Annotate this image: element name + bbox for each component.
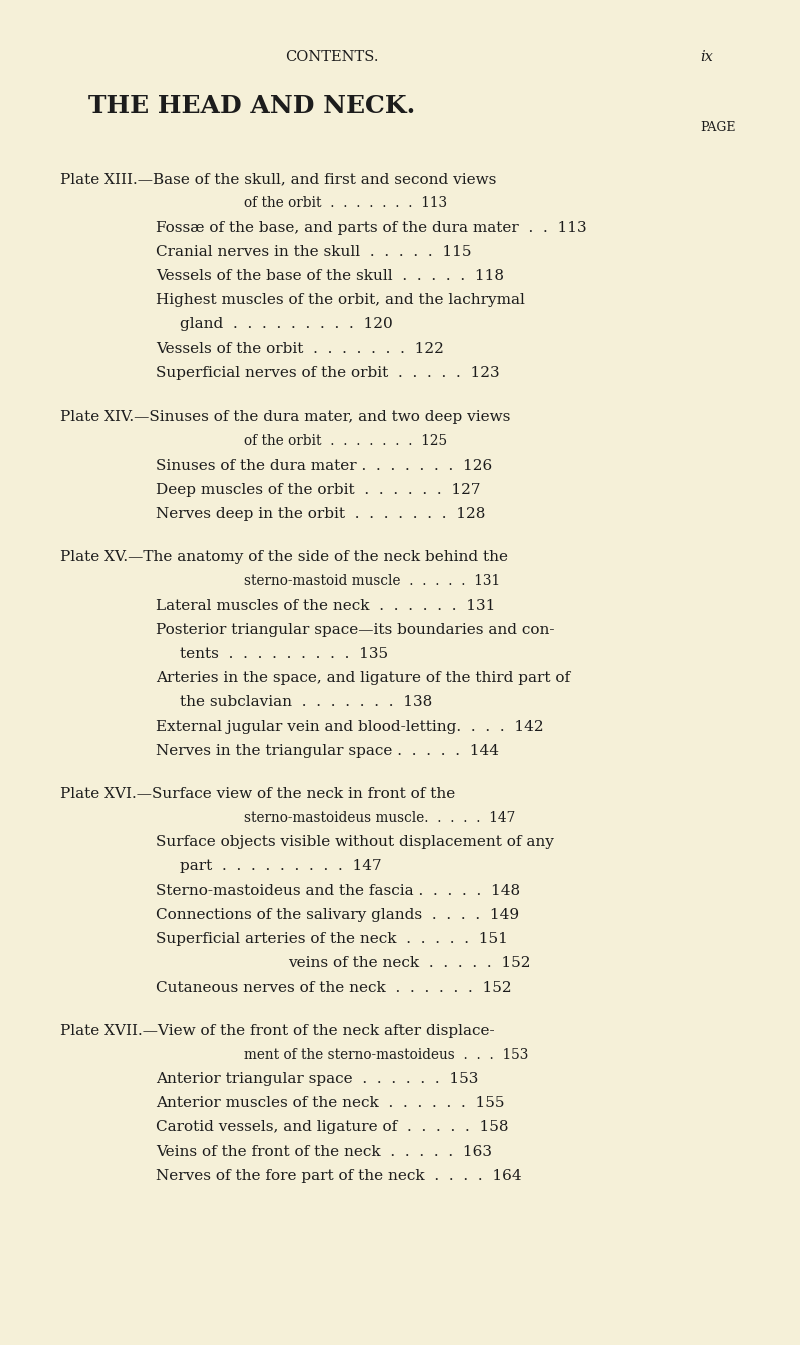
Text: Plate XV.—The anatomy of the side of the neck behind the: Plate XV.—The anatomy of the side of the… bbox=[60, 550, 508, 564]
Text: CONTENTS.: CONTENTS. bbox=[286, 50, 378, 63]
Text: Deep muscles of the orbit  .  .  .  .  .  .  127: Deep muscles of the orbit . . . . . . 12… bbox=[156, 483, 481, 496]
Text: sterno-mastoideus muscle.  .  .  .  .  147: sterno-mastoideus muscle. . . . . 147 bbox=[244, 811, 515, 824]
Text: Fossæ of the base, and parts of the dura mater  .  .  113: Fossæ of the base, and parts of the dura… bbox=[156, 221, 586, 234]
Text: Arteries in the space, and ligature of the third part of: Arteries in the space, and ligature of t… bbox=[156, 671, 570, 685]
Text: veins of the neck  .  .  .  .  .  152: veins of the neck . . . . . 152 bbox=[288, 956, 530, 970]
Text: Lateral muscles of the neck  .  .  .  .  .  .  131: Lateral muscles of the neck . . . . . . … bbox=[156, 599, 495, 612]
Text: ment of the sterno-mastoideus  .  .  .  153: ment of the sterno-mastoideus . . . 153 bbox=[244, 1048, 528, 1061]
Text: Carotid vessels, and ligature of  .  .  .  .  .  158: Carotid vessels, and ligature of . . . .… bbox=[156, 1120, 509, 1134]
Text: Nerves in the triangular space .  .  .  .  .  144: Nerves in the triangular space . . . . .… bbox=[156, 744, 499, 757]
Text: Sinuses of the dura mater .  .  .  .  .  .  .  126: Sinuses of the dura mater . . . . . . . … bbox=[156, 459, 492, 472]
Text: Posterior triangular space—its boundaries and con-: Posterior triangular space—its boundarie… bbox=[156, 623, 554, 636]
Text: Anterior muscles of the neck  .  .  .  .  .  .  155: Anterior muscles of the neck . . . . . .… bbox=[156, 1096, 505, 1110]
Text: Plate XIII.—Base of the skull, and first and second views: Plate XIII.—Base of the skull, and first… bbox=[60, 172, 496, 186]
Text: of the orbit  .  .  .  .  .  .  .  113: of the orbit . . . . . . . 113 bbox=[244, 196, 447, 210]
Text: Superficial nerves of the orbit  .  .  .  .  .  123: Superficial nerves of the orbit . . . . … bbox=[156, 366, 500, 379]
Text: Vessels of the base of the skull  .  .  .  .  .  118: Vessels of the base of the skull . . . .… bbox=[156, 269, 504, 282]
Text: Nerves of the fore part of the neck  .  .  .  .  164: Nerves of the fore part of the neck . . … bbox=[156, 1169, 522, 1182]
Text: of the orbit  .  .  .  .  .  .  .  125: of the orbit . . . . . . . 125 bbox=[244, 434, 447, 448]
Text: THE HEAD AND NECK.: THE HEAD AND NECK. bbox=[88, 94, 415, 118]
Text: Veins of the front of the neck  .  .  .  .  .  163: Veins of the front of the neck . . . . .… bbox=[156, 1145, 492, 1158]
Text: External jugular vein and blood-letting.  .  .  .  142: External jugular vein and blood-letting.… bbox=[156, 720, 544, 733]
Text: Plate XIV.—Sinuses of the dura mater, and two deep views: Plate XIV.—Sinuses of the dura mater, an… bbox=[60, 410, 510, 424]
Text: Nerves deep in the orbit  .  .  .  .  .  .  .  128: Nerves deep in the orbit . . . . . . . 1… bbox=[156, 507, 486, 521]
Text: Cutaneous nerves of the neck  .  .  .  .  .  .  152: Cutaneous nerves of the neck . . . . . .… bbox=[156, 981, 512, 994]
Text: PAGE: PAGE bbox=[700, 121, 735, 134]
Text: Anterior triangular space  .  .  .  .  .  .  153: Anterior triangular space . . . . . . 15… bbox=[156, 1072, 478, 1085]
Text: ix: ix bbox=[700, 50, 713, 63]
Text: Vessels of the orbit  .  .  .  .  .  .  .  122: Vessels of the orbit . . . . . . . 122 bbox=[156, 342, 444, 355]
Text: Cranial nerves in the skull  .  .  .  .  .  115: Cranial nerves in the skull . . . . . 11… bbox=[156, 245, 471, 258]
Text: sterno-mastoid muscle  .  .  .  .  .  131: sterno-mastoid muscle . . . . . 131 bbox=[244, 574, 500, 588]
Text: Surface objects visible without displacement of any: Surface objects visible without displace… bbox=[156, 835, 554, 849]
Text: the subclavian  .  .  .  .  .  .  .  138: the subclavian . . . . . . . 138 bbox=[180, 695, 432, 709]
Text: Plate XVI.—Surface view of the neck in front of the: Plate XVI.—Surface view of the neck in f… bbox=[60, 787, 455, 800]
Text: gland  .  .  .  .  .  .  .  .  .  120: gland . . . . . . . . . 120 bbox=[180, 317, 393, 331]
Text: Plate XVII.—View of the front of the neck after displace-: Plate XVII.—View of the front of the nec… bbox=[60, 1024, 494, 1037]
Text: Superficial arteries of the neck  .  .  .  .  .  151: Superficial arteries of the neck . . . .… bbox=[156, 932, 508, 946]
Text: Highest muscles of the orbit, and the lachrymal: Highest muscles of the orbit, and the la… bbox=[156, 293, 525, 307]
Text: Connections of the salivary glands  .  .  .  .  149: Connections of the salivary glands . . .… bbox=[156, 908, 519, 921]
Text: part  .  .  .  .  .  .  .  .  .  147: part . . . . . . . . . 147 bbox=[180, 859, 382, 873]
Text: tents  .  .  .  .  .  .  .  .  .  135: tents . . . . . . . . . 135 bbox=[180, 647, 388, 660]
Text: Sterno-mastoideus and the fascia .  .  .  .  .  148: Sterno-mastoideus and the fascia . . . .… bbox=[156, 884, 520, 897]
